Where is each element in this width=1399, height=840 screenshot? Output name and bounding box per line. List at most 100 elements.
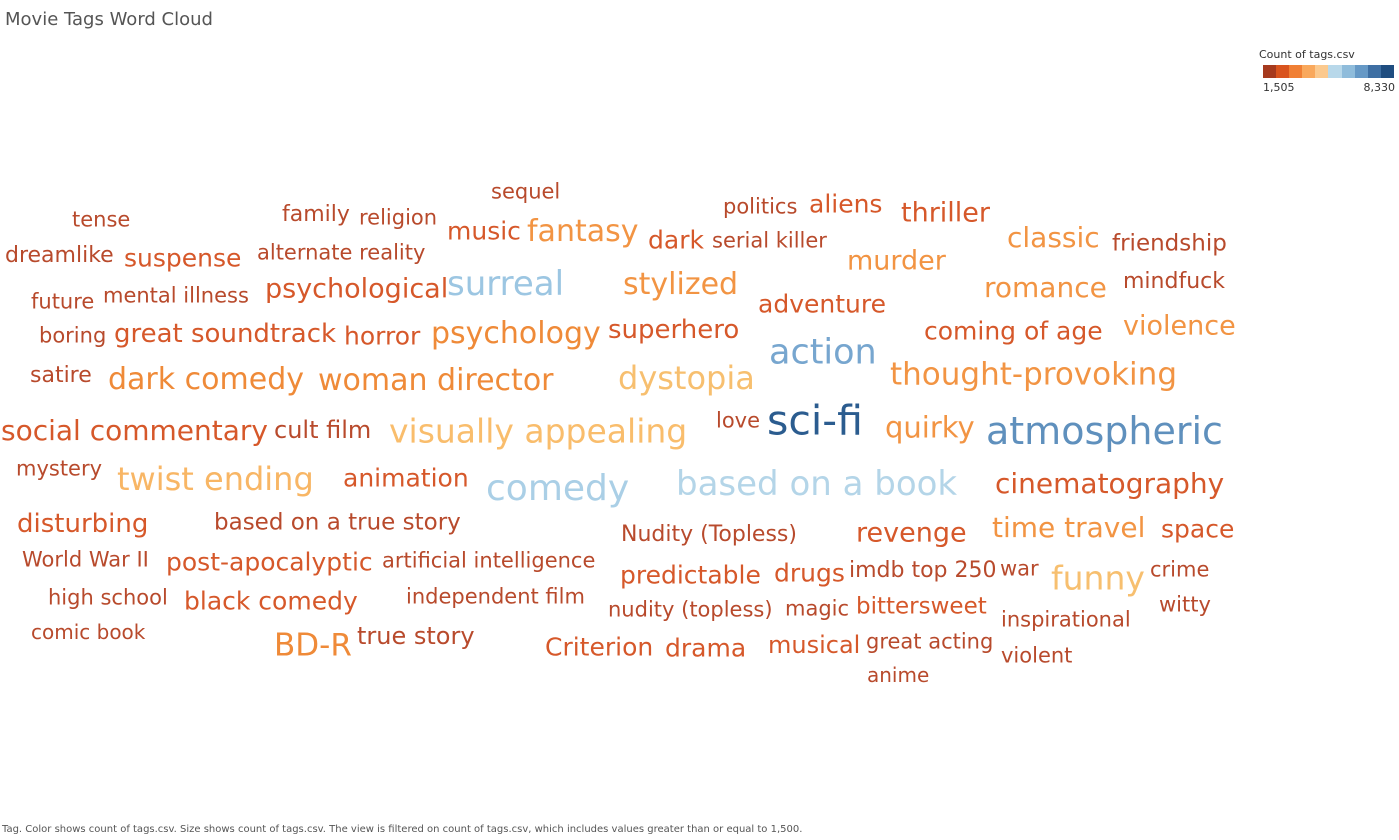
legend-swatch: [1302, 65, 1316, 78]
legend-labels: 1,505 8,330: [1259, 81, 1395, 95]
word-cloud-tag[interactable]: bittersweet: [856, 593, 987, 620]
word-cloud-tag[interactable]: family: [282, 202, 350, 227]
word-cloud-tag[interactable]: comedy: [486, 468, 630, 509]
word-cloud-tag[interactable]: independent film: [406, 584, 585, 609]
word-cloud-tag[interactable]: imdb top 250: [849, 558, 997, 583]
word-cloud-tag[interactable]: cinematography: [995, 467, 1225, 500]
word-cloud-tag[interactable]: animation: [343, 463, 469, 493]
word-cloud-tag[interactable]: psychology: [431, 316, 601, 351]
word-cloud-tag[interactable]: murder: [847, 245, 946, 277]
word-cloud-tag[interactable]: BD-R: [274, 627, 352, 664]
legend-swatch: [1263, 65, 1277, 78]
word-cloud-tag[interactable]: superhero: [608, 315, 740, 345]
word-cloud-tag[interactable]: drugs: [774, 558, 845, 588]
word-cloud-tag[interactable]: great soundtrack: [114, 319, 337, 349]
word-cloud-tag[interactable]: dark: [648, 225, 704, 255]
legend-swatch: [1289, 65, 1303, 78]
legend-swatch: [1380, 65, 1394, 78]
word-cloud-tag[interactable]: cult film: [274, 416, 372, 444]
legend-max-label: 8,330: [1363, 81, 1396, 94]
word-cloud-tag[interactable]: politics: [723, 194, 798, 219]
word-cloud-tag[interactable]: coming of age: [924, 316, 1103, 346]
word-cloud-tag[interactable]: comic book: [31, 620, 146, 644]
word-cloud-tag[interactable]: high school: [48, 585, 168, 610]
word-cloud-tag[interactable]: dreamlike: [5, 243, 114, 268]
word-cloud-tag[interactable]: crime: [1150, 557, 1210, 582]
word-cloud-tag[interactable]: social commentary: [1, 414, 268, 447]
word-cloud-tag[interactable]: war: [1000, 556, 1039, 581]
word-cloud-tag[interactable]: inspirational: [1001, 607, 1131, 632]
word-cloud-tag[interactable]: quirky: [885, 410, 975, 445]
word-cloud-tag[interactable]: mental illness: [103, 283, 249, 308]
legend-color-ramp: [1263, 65, 1394, 78]
legend-title: Count of tags.csv: [1259, 48, 1355, 61]
legend-swatch: [1341, 65, 1355, 78]
word-cloud-tag[interactable]: artificial intelligence: [382, 548, 596, 573]
word-cloud-tag[interactable]: mindfuck: [1123, 269, 1225, 294]
word-cloud-tag[interactable]: dystopia: [618, 359, 755, 397]
word-cloud-tag[interactable]: thriller: [901, 197, 991, 229]
word-cloud-tag[interactable]: surreal: [447, 264, 565, 304]
word-cloud-tag[interactable]: atmospheric: [986, 409, 1223, 453]
word-cloud-tag[interactable]: woman director: [318, 363, 554, 398]
word-cloud-tag[interactable]: tense: [72, 207, 131, 232]
word-cloud-tag[interactable]: based on a true story: [214, 509, 461, 536]
word-cloud-tag[interactable]: based on a book: [676, 464, 958, 504]
word-cloud-tag[interactable]: disturbing: [17, 509, 149, 539]
legend-swatch: [1315, 65, 1329, 78]
word-cloud-tag[interactable]: action: [769, 332, 877, 373]
word-cloud-tag[interactable]: stylized: [623, 267, 739, 302]
word-cloud-tag[interactable]: horror: [344, 321, 421, 351]
word-cloud-tag[interactable]: drama: [665, 633, 747, 663]
word-cloud-tag[interactable]: witty: [1159, 592, 1211, 617]
word-cloud-tag[interactable]: boring: [39, 323, 107, 348]
word-cloud-tag[interactable]: mystery: [16, 456, 103, 481]
word-cloud-tag[interactable]: visually appealing: [389, 411, 688, 451]
word-cloud-tag[interactable]: sequel: [491, 179, 561, 204]
word-cloud-tag[interactable]: space: [1161, 514, 1235, 544]
color-legend[interactable]: Count of tags.csv 1,505 8,330: [1259, 48, 1395, 95]
word-cloud-tag[interactable]: dark comedy: [108, 362, 304, 397]
word-cloud-tag[interactable]: sci-fi: [767, 396, 863, 445]
word-cloud-tag[interactable]: post-apocalyptic: [166, 547, 373, 577]
word-cloud-tag[interactable]: twist ending: [117, 460, 314, 498]
word-cloud-tag[interactable]: revenge: [856, 517, 967, 549]
word-cloud-tag[interactable]: psychological: [265, 273, 449, 305]
word-cloud-tag[interactable]: adventure: [758, 289, 886, 319]
word-cloud-tag[interactable]: magic: [785, 596, 850, 621]
word-cloud-tag[interactable]: love: [716, 408, 761, 433]
legend-swatch: [1328, 65, 1342, 78]
word-cloud-tag[interactable]: nudity (topless): [608, 597, 773, 622]
word-cloud-tag[interactable]: alternate reality: [257, 240, 426, 265]
word-cloud-tag[interactable]: religion: [359, 205, 438, 230]
word-cloud-tag[interactable]: anime: [867, 663, 930, 687]
word-cloud-tag[interactable]: suspense: [124, 243, 242, 273]
word-cloud-tag[interactable]: Nudity (Topless): [621, 522, 797, 547]
word-cloud-tag[interactable]: musical: [768, 631, 861, 659]
word-cloud-tag[interactable]: satire: [30, 363, 92, 388]
word-cloud-tag[interactable]: true story: [357, 622, 475, 650]
word-cloud-tag[interactable]: music: [447, 216, 521, 246]
word-cloud-tag[interactable]: funny: [1051, 558, 1145, 598]
legend-swatch: [1354, 65, 1368, 78]
word-cloud-tag[interactable]: great acting: [866, 629, 994, 654]
word-cloud-tag[interactable]: future: [31, 289, 95, 314]
chart-title: Movie Tags Word Cloud: [5, 9, 213, 30]
word-cloud-tag[interactable]: violent: [1001, 643, 1073, 668]
word-cloud-tag[interactable]: time travel: [992, 511, 1146, 544]
word-cloud-tag[interactable]: predictable: [620, 560, 761, 590]
word-cloud-tag[interactable]: black comedy: [184, 586, 358, 616]
word-cloud-tag[interactable]: friendship: [1112, 230, 1227, 257]
word-cloud-tag[interactable]: fantasy: [527, 214, 639, 249]
word-cloud-tag[interactable]: thought-provoking: [890, 356, 1177, 393]
word-cloud-tag[interactable]: aliens: [809, 189, 883, 219]
word-cloud-tag[interactable]: Criterion: [545, 632, 654, 662]
word-cloud-tag[interactable]: violence: [1123, 310, 1236, 342]
word-cloud-tag[interactable]: World War II: [22, 547, 149, 572]
word-cloud-tag[interactable]: serial killer: [712, 228, 827, 253]
legend-min-label: 1,505: [1263, 81, 1295, 94]
word-cloud-tag[interactable]: classic: [1007, 221, 1100, 254]
word-cloud-tag[interactable]: romance: [984, 271, 1107, 304]
